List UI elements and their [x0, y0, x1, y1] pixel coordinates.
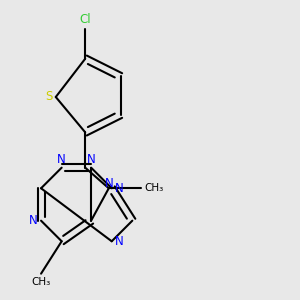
Text: CH₃: CH₃	[32, 277, 51, 286]
Text: N: N	[29, 214, 38, 227]
Text: N: N	[115, 182, 123, 195]
Text: N: N	[104, 177, 113, 190]
Text: N: N	[87, 153, 95, 166]
Text: S: S	[46, 91, 53, 103]
Text: Cl: Cl	[80, 13, 91, 26]
Text: N: N	[57, 153, 66, 166]
Text: CH₃: CH₃	[144, 183, 164, 193]
Text: N: N	[115, 235, 123, 248]
